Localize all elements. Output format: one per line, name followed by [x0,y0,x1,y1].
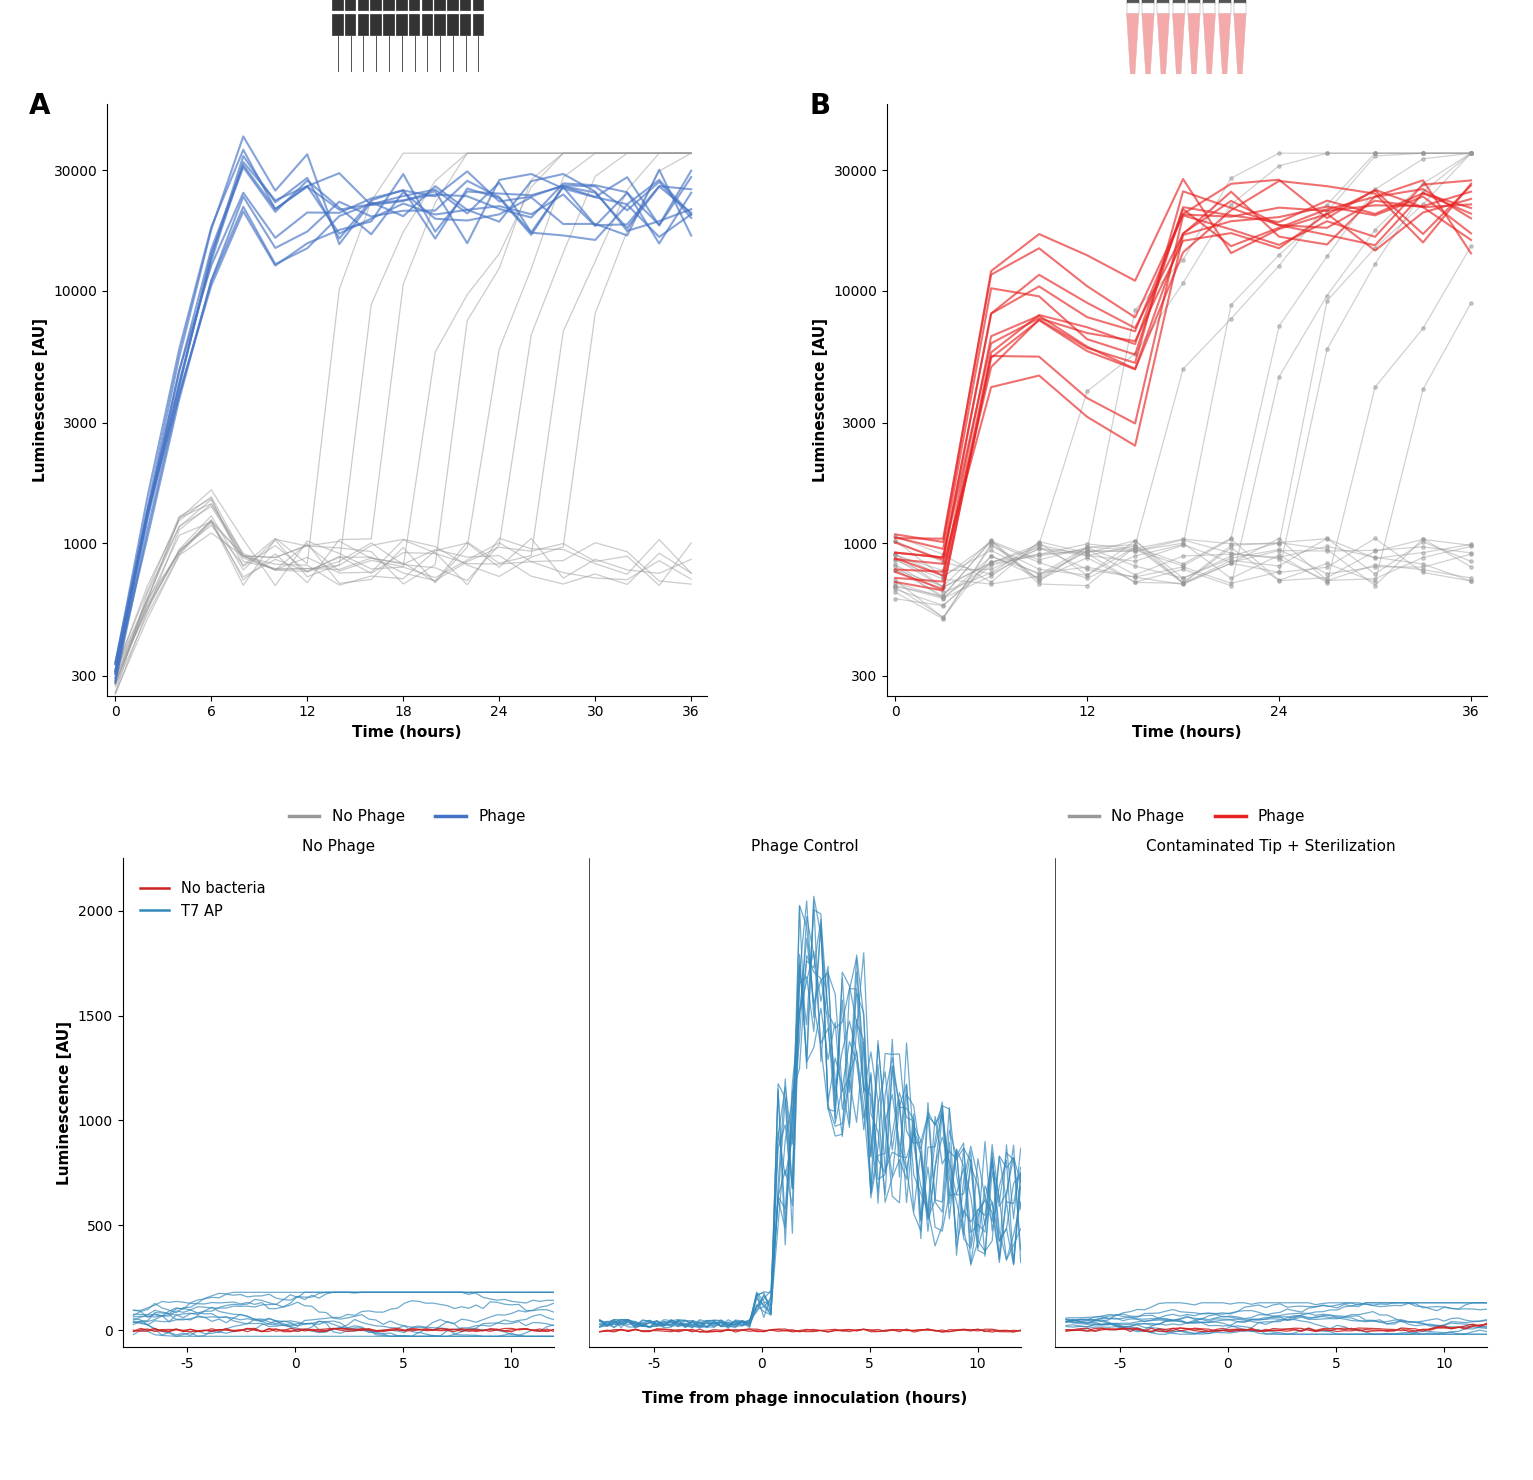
Bar [434,0,446,10]
Bar [345,13,356,36]
Bar [472,13,484,36]
Bar [1157,0,1170,3]
Bar [1157,3,1170,13]
Bar [1219,3,1231,13]
Polygon shape [1142,13,1154,74]
Bar [434,13,446,36]
Text: B: B [809,92,831,120]
Polygon shape [1188,13,1200,74]
Bar [1142,0,1154,3]
X-axis label: Time (hours): Time (hours) [353,725,461,740]
Bar [1234,3,1246,13]
Bar [1234,0,1246,3]
Bar [1188,0,1200,3]
Legend: No Phage, Phage: No Phage, Phage [282,802,532,830]
Bar [422,0,432,10]
Bar [422,13,432,36]
Title: Phage Control: Phage Control [751,839,858,854]
Bar [409,0,420,10]
Y-axis label: Luminescence [AU]: Luminescence [AU] [34,318,48,481]
Bar [383,13,394,36]
Legend: No Phage, Phage: No Phage, Phage [1062,802,1312,830]
Bar [333,0,343,10]
Bar [357,13,369,36]
Bar [448,0,458,10]
Text: Time from phage innoculation (hours): Time from phage innoculation (hours) [642,1391,967,1406]
Polygon shape [1234,13,1246,74]
Bar [1203,3,1216,13]
Bar [1188,3,1200,13]
Bar [357,0,369,10]
Bar [396,13,408,36]
Bar [1142,3,1154,13]
Polygon shape [1219,13,1231,74]
Text: A: A [29,92,51,120]
Bar [345,0,356,10]
Bar [472,0,484,10]
Bar [460,0,471,10]
Legend: No bacteria, T7 AP: No bacteria, T7 AP [135,876,271,925]
Polygon shape [1173,13,1185,74]
Bar [1127,0,1139,3]
Bar [396,0,408,10]
Bar [383,0,394,10]
Title: Contaminated Tip + Sterilization: Contaminated Tip + Sterilization [1147,839,1397,854]
X-axis label: Time (hours): Time (hours) [1133,725,1242,740]
Bar [409,13,420,36]
Bar [1203,0,1216,3]
Y-axis label: Luminescence [AU]: Luminescence [AU] [57,1021,72,1184]
Title: No Phage: No Phage [302,839,376,854]
Y-axis label: Luminescence [AU]: Luminescence [AU] [812,318,828,481]
Bar [1173,0,1185,3]
Bar [1219,0,1231,3]
Bar [448,13,458,36]
Bar [371,0,382,10]
Polygon shape [1157,13,1170,74]
Bar [371,13,382,36]
Bar [1173,3,1185,13]
Polygon shape [1203,13,1216,74]
Bar [1127,3,1139,13]
Bar [460,13,471,36]
Bar [333,13,343,36]
Polygon shape [1127,13,1139,74]
